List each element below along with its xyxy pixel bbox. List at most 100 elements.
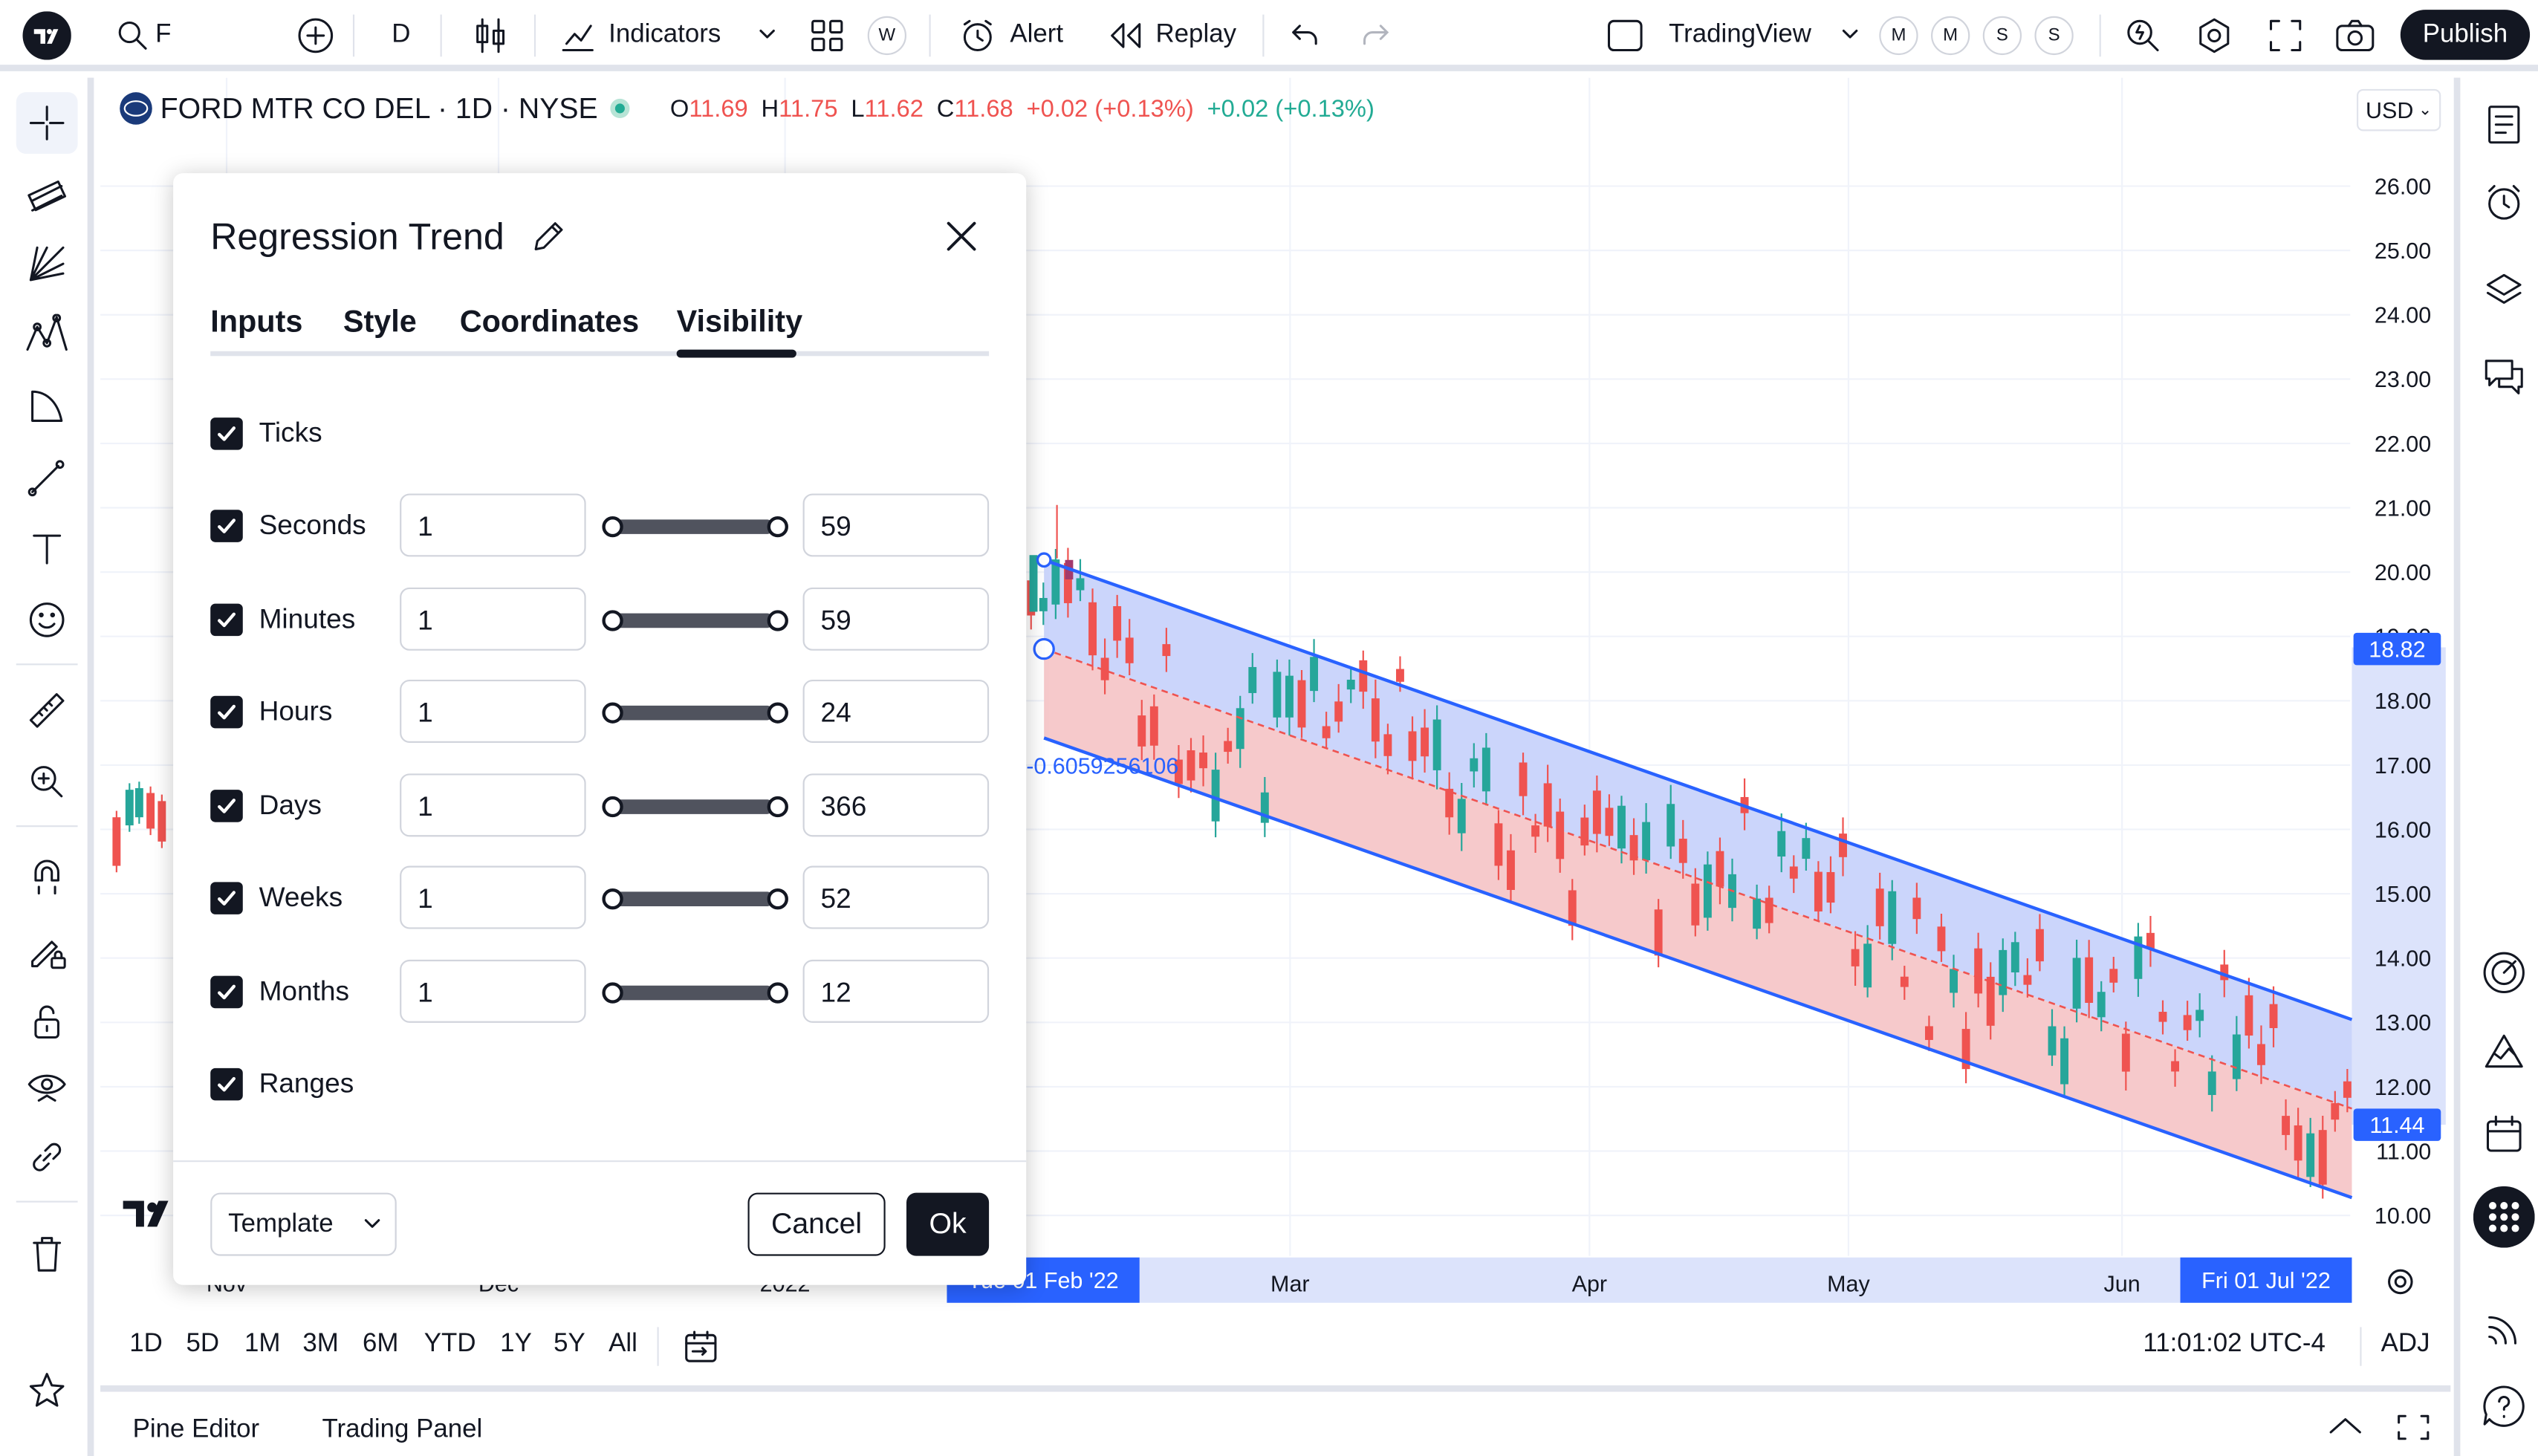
chevron-down-icon[interactable] (1840, 26, 1860, 42)
weeks-checkbox[interactable] (210, 882, 243, 914)
range-6m[interactable]: 6M (362, 1330, 399, 1358)
crosshair-icon[interactable] (16, 92, 78, 154)
weeks-to-input[interactable]: 52 (802, 865, 990, 929)
alerts-clock-icon[interactable] (2473, 172, 2535, 233)
market-status-icon[interactable] (610, 98, 630, 119)
compare-symbol-button[interactable] (296, 16, 335, 55)
tab-coordinates[interactable]: Coordinates (459, 305, 640, 340)
seconds-checkbox[interactable] (210, 510, 243, 542)
hours-from-input[interactable]: 1 (400, 679, 586, 743)
minutes-to-input[interactable]: 59 (802, 587, 990, 651)
slider-max-handle[interactable] (767, 702, 788, 724)
lock-icon[interactable] (16, 990, 78, 1052)
undo-icon[interactable] (1288, 19, 1321, 52)
interval-button[interactable]: D (392, 21, 411, 49)
weeks-from-input[interactable]: 1 (400, 865, 586, 929)
eye-icon[interactable] (16, 1055, 78, 1117)
alarm-clock-icon[interactable] (958, 16, 997, 55)
link-icon[interactable] (16, 1126, 78, 1188)
ranges-checkbox[interactable] (210, 1067, 243, 1101)
chart-pane[interactable]: -0.6059256106 26.00 25.00 24.00 23.00 22.00 21… (100, 77, 2447, 1308)
zoom-in-icon[interactable] (16, 751, 78, 813)
trend-line-icon[interactable] (16, 162, 78, 224)
ok-button[interactable]: Ok (906, 1192, 990, 1256)
tab-inputs[interactable]: Inputs (210, 305, 303, 340)
apps-grid-icon[interactable] (2473, 1186, 2535, 1248)
layouts-grid-icon[interactable] (809, 18, 845, 53)
brush-icon[interactable] (16, 446, 78, 508)
minutes-checkbox[interactable] (210, 603, 243, 637)
days-checkbox[interactable] (210, 790, 243, 822)
hours-checkbox[interactable] (210, 695, 243, 729)
replay-icon[interactable] (1107, 19, 1143, 52)
close-icon[interactable] (942, 217, 981, 256)
pattern-icon[interactable] (16, 305, 78, 366)
months-to-input[interactable]: 12 (802, 959, 990, 1023)
star-icon[interactable] (16, 1359, 78, 1421)
target-icon[interactable] (2473, 942, 2535, 1004)
rename-pencil-icon[interactable] (529, 217, 568, 256)
slider-min-handle[interactable] (602, 610, 623, 631)
seconds-from-input[interactable]: 1 (400, 493, 586, 557)
ticks-checkbox[interactable] (210, 417, 243, 450)
slider-max-handle[interactable] (767, 610, 788, 631)
seconds-to-input[interactable]: 59 (802, 493, 990, 557)
slider-min-handle[interactable] (602, 796, 623, 818)
chevron-down-icon[interactable] (758, 26, 777, 42)
slider-max-handle[interactable] (767, 982, 788, 1004)
slider-min-handle[interactable] (602, 702, 623, 724)
calendar-icon[interactable] (2473, 1104, 2535, 1166)
gann-fan-icon[interactable] (16, 233, 78, 295)
replay-button[interactable]: Replay (1155, 21, 1237, 49)
tab-pine-editor[interactable]: Pine Editor (132, 1416, 260, 1444)
months-from-input[interactable]: 1 (400, 959, 586, 1023)
badge-s1[interactable]: S (1982, 16, 2022, 56)
trash-icon[interactable] (16, 1223, 78, 1285)
slider-min-handle[interactable] (602, 982, 623, 1004)
range-5y[interactable]: 5Y (554, 1330, 585, 1358)
chevron-up-icon[interactable] (2328, 1414, 2363, 1437)
ruler-icon[interactable] (16, 680, 78, 741)
cancel-button[interactable]: Cancel (747, 1192, 886, 1256)
clock[interactable]: 11:01:02 UTC-4 (2143, 1330, 2326, 1358)
template-dropdown[interactable]: Template (210, 1192, 397, 1256)
indicators-button[interactable]: Indicators (608, 21, 721, 49)
minutes-range-slider[interactable] (599, 604, 788, 637)
maximize-panel-icon[interactable] (2395, 1411, 2431, 1444)
currency-select[interactable]: USD ⌄ (2356, 88, 2441, 131)
tab-trading-panel[interactable]: Trading Panel (322, 1416, 483, 1444)
slider-min-handle[interactable] (602, 516, 623, 538)
range-all[interactable]: All (608, 1330, 637, 1358)
price-chart[interactable]: -0.6059256106 26.00 25.00 24.00 23.00 22.00 21… (100, 77, 2447, 1308)
layouts-badge[interactable]: W (867, 16, 906, 56)
seconds-range-slider[interactable] (599, 510, 788, 542)
ideas-icon[interactable] (2473, 1019, 2535, 1081)
elliott-wave-icon[interactable] (16, 375, 78, 437)
alert-button[interactable]: Alert (1010, 21, 1064, 49)
magnet-icon[interactable] (16, 848, 78, 910)
lock-drawing-icon[interactable] (16, 919, 78, 981)
range-3m[interactable]: 3M (302, 1330, 339, 1358)
badge-s2[interactable]: S (2034, 16, 2074, 56)
layout-checkbox-icon[interactable] (1606, 18, 1644, 53)
axis-settings-icon[interactable] (2386, 1267, 2415, 1296)
slider-min-handle[interactable] (602, 888, 623, 910)
layers-icon[interactable] (2473, 259, 2535, 321)
fullscreen-icon[interactable] (2266, 16, 2305, 55)
goto-date-icon[interactable] (681, 1327, 720, 1365)
settings-gear-icon[interactable] (2195, 16, 2233, 55)
indicators-icon[interactable] (559, 16, 597, 55)
layout-name[interactable]: TradingView (1669, 21, 1811, 49)
minutes-from-input[interactable]: 1 (400, 587, 586, 651)
search-icon[interactable] (117, 19, 149, 52)
badge-m2[interactable]: M (1931, 16, 1970, 56)
text-icon[interactable] (16, 518, 78, 579)
tab-style[interactable]: Style (343, 305, 417, 340)
slider-max-handle[interactable] (767, 888, 788, 910)
range-1d[interactable]: 1D (129, 1330, 163, 1358)
help-icon[interactable] (2473, 1376, 2535, 1437)
months-checkbox[interactable] (210, 975, 243, 1009)
symbol-title[interactable]: FORD MTR CO DEL · 1D · NYSE (160, 92, 598, 125)
slider-max-handle[interactable] (767, 516, 788, 538)
range-1m[interactable]: 1M (244, 1330, 281, 1358)
